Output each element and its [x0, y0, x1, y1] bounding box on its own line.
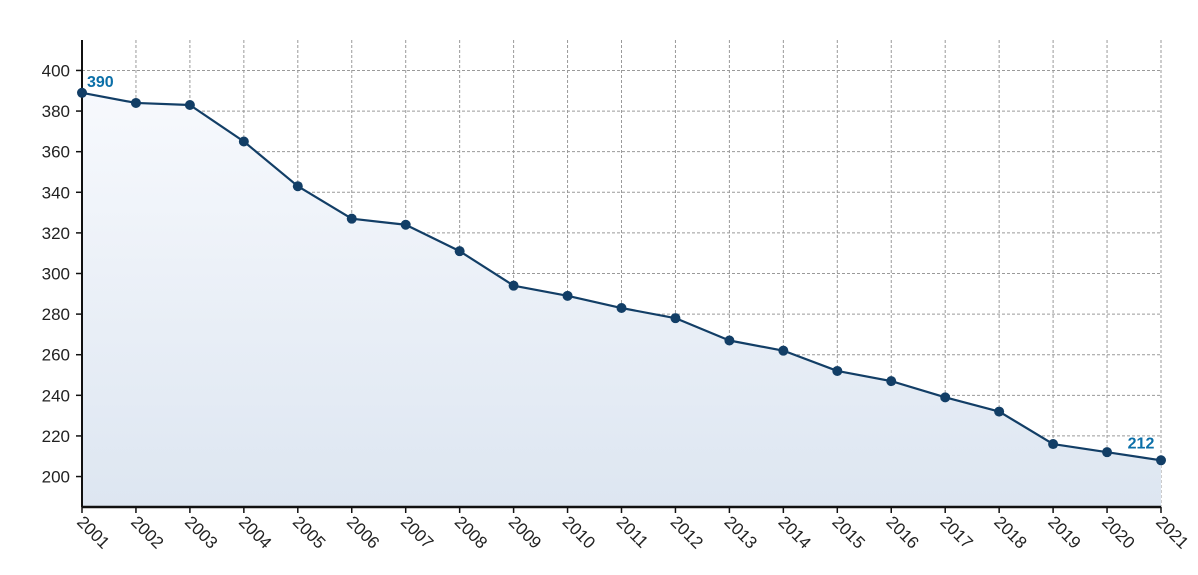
y-tick-label-400: 400	[42, 61, 70, 80]
data-point-2004[interactable]	[238, 136, 249, 147]
x-tick-label-2012: 2012	[667, 512, 707, 552]
x-tick-label-2017: 2017	[936, 512, 976, 552]
y-axis-tick-labels: 200 220 240 260 280 300 320 340 360 380 400	[42, 61, 70, 486]
data-point-2020[interactable]	[1102, 447, 1113, 458]
data-label-2021: 212	[1128, 435, 1155, 452]
y-tick-label-240: 240	[42, 386, 70, 405]
grid	[82, 40, 1162, 507]
data-labels: 390 212	[87, 74, 1154, 453]
data-point-2001[interactable]	[77, 87, 87, 98]
x-tick-label-2021: 2021	[1152, 512, 1192, 552]
x-tick-label-2011: 2011	[613, 512, 652, 551]
data-point-2018[interactable]	[994, 406, 1005, 417]
area-fill-layer	[82, 92, 1161, 507]
x-tick-label-2003: 2003	[181, 512, 221, 552]
x-tick-label-2006: 2006	[343, 512, 383, 552]
y-tick-label-200: 200	[42, 468, 70, 487]
x-tick-label-2005: 2005	[289, 512, 329, 552]
data-point-2011[interactable]	[616, 303, 627, 314]
data-point-2012[interactable]	[670, 313, 681, 324]
x-tick-label-2014: 2014	[775, 512, 815, 552]
data-point-2016[interactable]	[886, 376, 897, 387]
x-tick-label-2008: 2008	[451, 512, 491, 552]
data-point-2019[interactable]	[1048, 439, 1059, 450]
data-point-2009[interactable]	[508, 280, 519, 291]
data-point-2008[interactable]	[454, 246, 465, 257]
x-tick-label-2018: 2018	[990, 512, 1030, 552]
y-tick-label-260: 260	[42, 346, 70, 365]
data-point-2007[interactable]	[400, 219, 411, 230]
data-point-2005[interactable]	[292, 181, 303, 192]
data-point-2014[interactable]	[778, 345, 789, 356]
x-tick-label-2020: 2020	[1098, 512, 1138, 552]
data-points	[77, 87, 1166, 466]
x-tick-label-2009: 2009	[505, 512, 545, 552]
y-tick-label-320: 320	[42, 224, 70, 243]
x-tick-label-2013: 2013	[721, 512, 761, 552]
data-point-2013[interactable]	[724, 335, 735, 346]
data-point-2021[interactable]	[1156, 455, 1166, 466]
y-tick-label-340: 340	[42, 183, 70, 202]
x-tick-label-2016: 2016	[882, 512, 922, 552]
y-tick-label-380: 380	[42, 102, 70, 121]
area-fill	[82, 92, 1161, 507]
x-tick-label-2007: 2007	[397, 512, 437, 552]
y-tick-label-220: 220	[42, 427, 70, 446]
data-point-2006[interactable]	[346, 213, 357, 224]
data-point-2017[interactable]	[940, 392, 951, 403]
data-point-2015[interactable]	[832, 365, 843, 376]
y-tick-label-360: 360	[42, 143, 70, 162]
axes	[76, 40, 1162, 513]
x-tick-label-2002: 2002	[127, 512, 167, 552]
x-tick-label-2004: 2004	[235, 512, 275, 552]
data-point-2010[interactable]	[562, 290, 573, 301]
data-point-2002[interactable]	[130, 97, 141, 108]
y-tick-label-300: 300	[42, 265, 70, 284]
x-tick-label-2015: 2015	[828, 512, 868, 552]
x-tick-label-2019: 2019	[1044, 512, 1084, 552]
x-tick-label-2010: 2010	[559, 512, 599, 552]
x-axis-tick-labels: 2001 2002 2003 2004 2005 2006 2007 2008 2009 2010…	[73, 512, 1192, 552]
y-tick-label-280: 280	[42, 305, 70, 324]
data-label-2001: 390	[87, 74, 114, 91]
data-point-2003[interactable]	[184, 99, 195, 110]
x-tick-label-2001: 2001	[73, 512, 113, 552]
